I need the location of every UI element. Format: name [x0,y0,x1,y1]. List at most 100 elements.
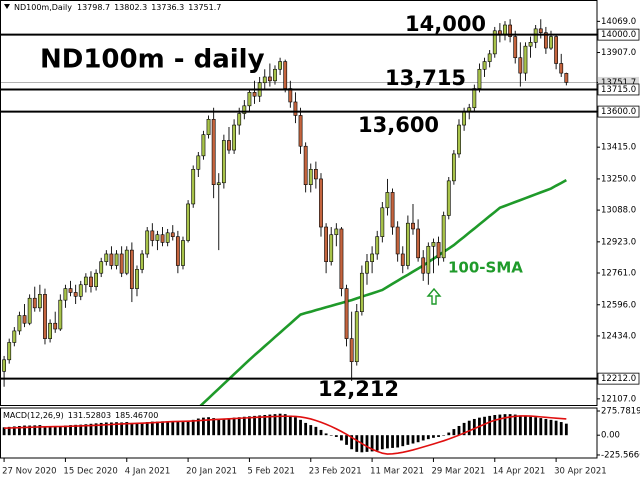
macd-bar [104,422,108,436]
candle-body [175,236,180,266]
candle-body [216,182,221,186]
ohlc-readout: 13802.3 [114,3,147,12]
macd-bar [380,435,384,450]
macd-bar [452,429,456,436]
candle-body [124,249,129,274]
macd-bar [554,420,558,436]
macd-bar [559,422,563,436]
macd-bar [7,426,11,436]
macd-bar [263,415,267,436]
candle-body [426,245,431,274]
y-tick-label: 12923.0 [601,237,636,247]
candle-body [559,63,564,74]
level-label: 13,715 [385,66,466,90]
macd-bar [166,421,170,436]
macd-bar [334,435,338,437]
macd-bar [299,419,302,436]
x-tick-label: 15 Dec 2020 [63,467,117,477]
macd-bar [186,421,190,436]
candle-body [12,330,17,343]
macd-bar [447,432,451,436]
candle-body [508,24,513,37]
menu-triangle[interactable] [4,4,10,9]
macd-bar [513,414,517,436]
x-tick-label: 20 Jan 2021 [186,467,237,477]
level-price-box [597,28,640,41]
macd-bar [202,417,205,436]
y-tick-label: 13715.0 [601,85,636,95]
candle-body [293,101,298,116]
candle-body [411,222,415,230]
level-label: 14,000 [405,12,486,36]
candle-body [32,297,37,309]
macd-bar [401,435,405,447]
macd-bar [237,417,241,436]
candle-body [27,297,32,324]
candle-body [191,169,196,205]
candle-body [89,276,93,287]
candle-body [196,155,201,170]
macd-panel-border [0,407,598,459]
candle-body [344,288,349,339]
macd-bar [524,416,527,436]
macd-bar [156,421,159,436]
macd-bar [278,413,282,436]
y-tick-label: 12434.0 [601,331,636,341]
candle-body [135,269,139,289]
candle-body [457,124,461,155]
candle-body [242,105,247,114]
macd-bar [58,425,62,436]
x-tick-label: 23 Feb 2021 [309,467,362,477]
macd-bar [212,418,216,436]
macd-bar [462,422,466,436]
x-tick-label: 11 Mar 2021 [370,467,424,477]
candle-body [211,118,216,186]
signal-line [4,415,567,455]
candle-body [232,124,236,151]
macd-bar [340,435,343,441]
candle-body [119,253,124,274]
candle-body [22,315,27,324]
candle-body [446,180,451,216]
candle-body [416,228,421,259]
level-price-box [597,105,640,118]
macd-bar [130,422,134,436]
macd-bar [437,435,440,437]
candle-body [237,113,242,126]
candle-body [441,215,446,259]
macd-bar [432,435,435,438]
macd-bar [135,422,139,436]
macd-bar [207,417,210,436]
y-tick-label: 13088.0 [601,206,636,216]
y-tick-label: 275.78196 [601,407,640,417]
candle-body [129,249,134,289]
candle-body [395,226,400,255]
x-tick-label: 14 Apr 2021 [493,467,546,477]
candle-body [375,236,380,255]
candle-body [63,288,68,301]
candle-body [365,261,369,274]
macd-bar [467,420,471,436]
y-tick-label: 12761.0 [601,269,636,279]
macd-bar [2,427,6,436]
candle-body [221,140,226,184]
candle-body [53,322,58,330]
macd-bar [483,416,486,436]
y-tick-label: 12212.0 [601,374,636,384]
macd-bar [171,421,175,436]
y-tick-label: 13415.0 [601,143,636,153]
macd-bar [120,422,124,436]
macd-bar [518,415,522,436]
candle-body [518,57,523,74]
candle-body [7,342,12,361]
candle-body [472,88,477,109]
macd-bar [508,414,512,436]
candle-body [482,61,487,70]
macd-bar [84,424,88,436]
candle-body [37,294,42,309]
candle-body [273,68,277,82]
macd-bar [324,433,328,436]
